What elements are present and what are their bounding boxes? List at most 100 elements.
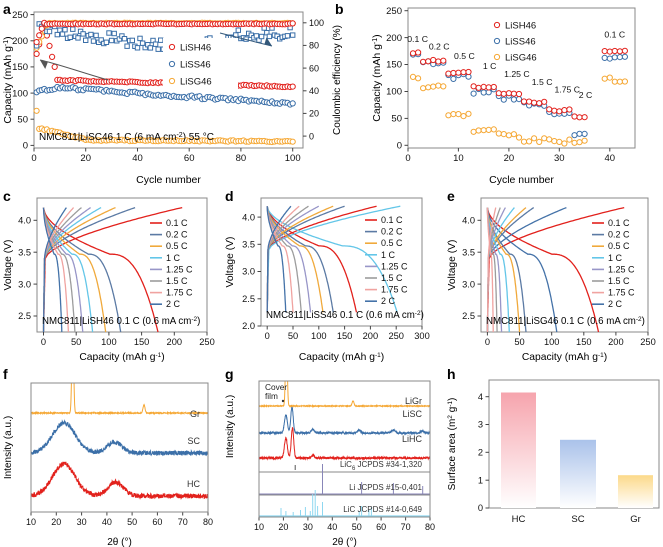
svg-text:80: 80 [236,153,247,164]
svg-text:2 C: 2 C [381,296,396,306]
svg-text:1.25 C: 1.25 C [504,69,530,79]
svg-text:3.5: 3.5 [462,247,475,257]
svg-text:50: 50 [352,522,362,532]
svg-text:Capacity (mAh g-1): Capacity (mAh g-1) [522,352,607,363]
svg-text:250: 250 [388,331,404,341]
svg-text:40: 40 [327,522,337,532]
svg-text:HC: HC [512,514,526,525]
svg-text:LiC JCPDS #14-0,649: LiC JCPDS #14-0,649 [343,505,422,514]
svg-text:Cycle number: Cycle number [489,174,554,185]
svg-text:100: 100 [285,153,301,164]
svg-text:1.25 C: 1.25 C [608,264,635,274]
svg-text:0.1 C: 0.1 C [608,218,630,228]
svg-text:LiSS46: LiSS46 [180,59,211,70]
svg-text:100: 100 [12,88,28,99]
svg-text:150: 150 [337,331,353,341]
svg-text:100: 100 [101,337,117,347]
svg-text:4.0: 4.0 [18,216,31,226]
svg-text:40: 40 [309,86,319,96]
svg-text:Gr: Gr [190,409,200,419]
svg-text:LiGr: LiGr [405,396,422,406]
svg-text:2.5: 2.5 [462,311,475,321]
svg-text:Capacity (mAh g-1): Capacity (mAh g-1) [299,352,384,363]
svg-text:3.0: 3.0 [242,267,255,277]
svg-text:4.0: 4.0 [462,216,475,226]
svg-text:SC: SC [187,436,200,446]
svg-text:1.25 C: 1.25 C [166,264,193,274]
svg-text:1.75 C: 1.75 C [554,85,580,95]
svg-text:3.5: 3.5 [242,240,255,250]
svg-text:1.25 C: 1.25 C [381,261,408,271]
svg-text:0.1 C: 0.1 C [407,34,428,44]
svg-text:0.1 C: 0.1 C [381,215,403,225]
svg-text:Surface area (m2 g-1): Surface area (m2 g-1) [447,398,459,491]
svg-text:100: 100 [311,331,327,341]
svg-text:100: 100 [544,337,560,347]
svg-text:0.5 C: 0.5 C [454,51,475,61]
svg-text:3.5: 3.5 [18,247,31,257]
svg-text:Capacity (mAh g-1): Capacity (mAh g-1) [79,352,164,363]
svg-text:50: 50 [288,331,298,341]
svg-text:2 C: 2 C [608,299,623,309]
svg-text:2.0: 2.0 [242,321,255,331]
svg-text:0.5 C: 0.5 C [166,241,188,251]
svg-text:HC: HC [187,479,200,489]
svg-text:0: 0 [309,131,314,141]
svg-text:2 C: 2 C [579,90,593,100]
svg-text:70: 70 [178,517,188,527]
svg-text:40: 40 [605,153,616,164]
svg-text:0.5 C: 0.5 C [381,238,403,248]
svg-text:0: 0 [397,141,402,152]
svg-text:1 C: 1 C [483,61,497,71]
svg-text:50: 50 [71,337,81,347]
svg-text:1 C: 1 C [608,253,623,263]
svg-text:LiSH46: LiSH46 [180,42,211,53]
svg-text:1: 1 [478,475,483,485]
svg-text:Intensity (a.u.): Intensity (a.u.) [225,395,236,458]
svg-text:Coulombic efficiency (%): Coulombic efficiency (%) [332,25,343,135]
svg-text:0: 0 [405,153,410,164]
svg-text:Cycle number: Cycle number [136,174,201,185]
svg-text:10: 10 [26,517,36,527]
svg-text:0: 0 [265,331,270,341]
svg-text:20: 20 [278,522,288,532]
svg-text:LiC6 JCPDS #34-1,320: LiC6 JCPDS #34-1,320 [340,460,423,472]
svg-text:4.0: 4.0 [242,212,255,222]
svg-text:Voltage (V): Voltage (V) [225,237,236,288]
svg-text:2θ (°): 2θ (°) [107,537,132,547]
svg-text:1.75 C: 1.75 C [608,288,635,298]
svg-text:60: 60 [184,153,195,164]
svg-text:2 C: 2 C [166,299,181,309]
svg-text:200: 200 [608,337,624,347]
svg-text:30: 30 [303,522,313,532]
svg-text:200: 200 [363,331,379,341]
svg-text:0.1 C: 0.1 C [166,218,188,228]
svg-text:10: 10 [254,522,264,532]
svg-text:150: 150 [12,62,28,73]
svg-text:1.5 C: 1.5 C [608,276,630,286]
svg-text:Capacity (mAh g-1): Capacity (mAh g-1) [2,36,14,123]
svg-text:20: 20 [309,109,319,119]
svg-text:0.2 C: 0.2 C [608,230,630,240]
svg-text:4: 4 [478,392,483,402]
svg-text:0: 0 [41,337,46,347]
svg-text:LiHC: LiHC [402,434,423,444]
svg-text:10: 10 [453,153,464,164]
svg-text:30: 30 [77,517,87,527]
svg-text:2: 2 [478,448,483,458]
svg-text:1.5 C: 1.5 C [381,273,403,283]
svg-text:100: 100 [386,87,402,98]
svg-text:2θ (°): 2θ (°) [332,537,357,547]
svg-text:0: 0 [23,141,28,152]
svg-text:NMC811|LiSS46 0.1 C (0.6 mA cm: NMC811|LiSS46 0.1 C (0.6 mA cm-2) [266,310,424,322]
svg-text:20: 20 [504,153,515,164]
svg-text:250: 250 [199,337,215,347]
svg-text:1.5 C: 1.5 C [166,276,188,286]
svg-text:Capacity (mAh g-1): Capacity (mAh g-1) [371,34,383,121]
svg-text:Li JCPDS #15-0,401: Li JCPDS #15-0,401 [349,483,422,492]
svg-text:2.5: 2.5 [18,311,31,321]
svg-text:60: 60 [376,522,386,532]
svg-text:1.5 C: 1.5 C [532,77,553,87]
svg-text:0.2 C: 0.2 C [381,227,403,237]
svg-text:NMC811|LiSC46 1 C (6 mA cm-2): NMC811|LiSC46 1 C (6 mA cm-2) 55 °C [39,132,214,144]
